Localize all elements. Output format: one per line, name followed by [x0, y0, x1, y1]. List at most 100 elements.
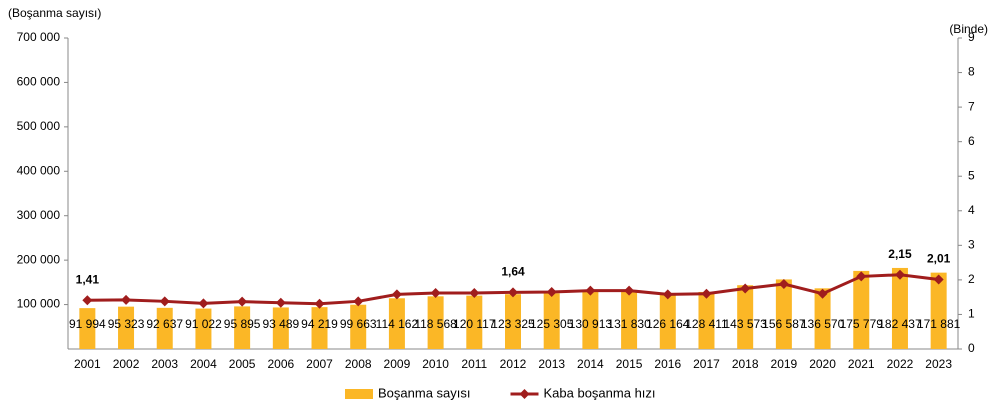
- bar-value-label: 92 637: [146, 317, 183, 331]
- line-marker: [391, 289, 402, 300]
- legend-label: Kaba boşanma hızı: [544, 385, 656, 400]
- y2-axis-title: (Binde): [949, 22, 988, 36]
- y2-tick-label: 9: [968, 30, 975, 44]
- bar: [582, 290, 599, 349]
- y2-tick-label: 4: [968, 203, 975, 217]
- bar-value-label: 136 570: [801, 317, 845, 331]
- bar-value-label: 120 117: [453, 317, 496, 331]
- bar: [853, 270, 870, 349]
- line-marker: [662, 289, 673, 300]
- bar: [156, 307, 173, 349]
- line-marker: [82, 295, 93, 306]
- x-tick-label: 2007: [306, 357, 333, 371]
- line-value-label: 2,15: [888, 247, 912, 261]
- x-tick-label: 2011: [461, 357, 487, 371]
- y2-tick-label: 1: [968, 307, 975, 321]
- legend-label: Boşanma sayısı: [378, 385, 471, 400]
- y2-tick-label: 8: [968, 65, 975, 79]
- bar: [118, 306, 135, 349]
- y-axis-title: (Boşanma sayısı): [8, 6, 101, 20]
- line-marker: [508, 287, 518, 298]
- y-tick-label: 600 000: [17, 75, 61, 89]
- x-tick-label: 2005: [229, 357, 256, 371]
- legend-marker: [519, 389, 530, 399]
- x-tick-label: 2015: [616, 357, 643, 371]
- bar: [195, 308, 212, 349]
- x-tick-label: 2016: [654, 357, 681, 371]
- y2-tick-label: 2: [968, 272, 975, 286]
- line-marker: [624, 285, 635, 296]
- y2-tick-label: 3: [968, 238, 975, 252]
- bar: [350, 304, 367, 349]
- line-value-label: 2,01: [927, 252, 951, 266]
- legend-swatch: [345, 389, 373, 399]
- bar-value-label: 95 323: [108, 317, 145, 331]
- line-marker: [314, 298, 325, 309]
- x-tick-label: 2014: [577, 357, 604, 371]
- bar: [234, 306, 251, 349]
- y-tick-label: 400 000: [17, 163, 61, 177]
- bar-value-label: 128 411: [685, 317, 728, 331]
- bar: [79, 308, 96, 349]
- x-tick-label: 2004: [190, 357, 217, 371]
- line-marker: [469, 288, 480, 299]
- bar: [388, 298, 405, 349]
- x-tick-label: 2022: [887, 357, 914, 371]
- bar: [505, 294, 521, 349]
- line-marker: [817, 288, 828, 299]
- bar: [891, 267, 908, 349]
- bar-value-label: 126 164: [646, 317, 690, 331]
- bar-value-label: 156 587: [762, 317, 806, 331]
- bar-value-label: 95 895: [224, 317, 261, 331]
- bar: [543, 293, 560, 349]
- bar-value-label: 123 325: [491, 317, 535, 331]
- bar-value-label: 143 573: [723, 317, 767, 331]
- bar: [427, 296, 444, 349]
- x-tick-label: 2002: [113, 357, 140, 371]
- y-tick-label: 300 000: [17, 208, 61, 222]
- bar: [466, 295, 483, 349]
- x-tick-label: 2008: [345, 357, 372, 371]
- line-marker: [121, 294, 132, 305]
- line-marker: [198, 298, 209, 309]
- line-marker: [701, 288, 712, 299]
- line-marker: [778, 279, 789, 290]
- line-marker: [159, 296, 170, 307]
- bar-value-label: 91 994: [69, 317, 106, 331]
- x-tick-label: 2001: [74, 357, 101, 371]
- bar-value-label: 114 162: [376, 317, 419, 331]
- x-tick-label: 2006: [267, 357, 294, 371]
- bar: [698, 291, 715, 349]
- x-tick-label: 2010: [422, 357, 449, 371]
- bar-value-label: 99 663: [340, 317, 377, 331]
- bar: [621, 290, 638, 349]
- line-marker: [237, 296, 248, 307]
- y-tick-label: 100 000: [17, 297, 61, 311]
- x-tick-label: 2013: [538, 357, 565, 371]
- bar-value-label: 175 779: [840, 317, 884, 331]
- bar-value-label: 182 437: [878, 317, 922, 331]
- y2-tick-label: 7: [968, 99, 975, 113]
- bar: [659, 292, 676, 349]
- bar-value-label: 118 568: [414, 317, 457, 331]
- x-tick-label: 2018: [732, 357, 759, 371]
- line-marker: [275, 297, 286, 308]
- bar-value-label: 91 022: [185, 317, 222, 331]
- bar: [272, 307, 289, 349]
- y-tick-label: 700 000: [17, 30, 61, 44]
- bar: [775, 279, 792, 349]
- line-marker: [933, 274, 944, 285]
- y-tick-label: 500 000: [17, 119, 61, 133]
- bar-value-label: 93 489: [262, 317, 299, 331]
- x-tick-label: 2003: [151, 357, 178, 371]
- line-marker: [856, 271, 867, 282]
- line-marker: [585, 285, 596, 296]
- bar-value-label: 171 881: [917, 317, 961, 331]
- line-value-label: 1,41: [76, 272, 100, 286]
- line-marker: [740, 283, 751, 294]
- bar: [311, 307, 328, 349]
- line-value-label: 1,64: [501, 265, 525, 279]
- x-tick-label: 2019: [771, 357, 798, 371]
- x-tick-label: 2021: [848, 357, 875, 371]
